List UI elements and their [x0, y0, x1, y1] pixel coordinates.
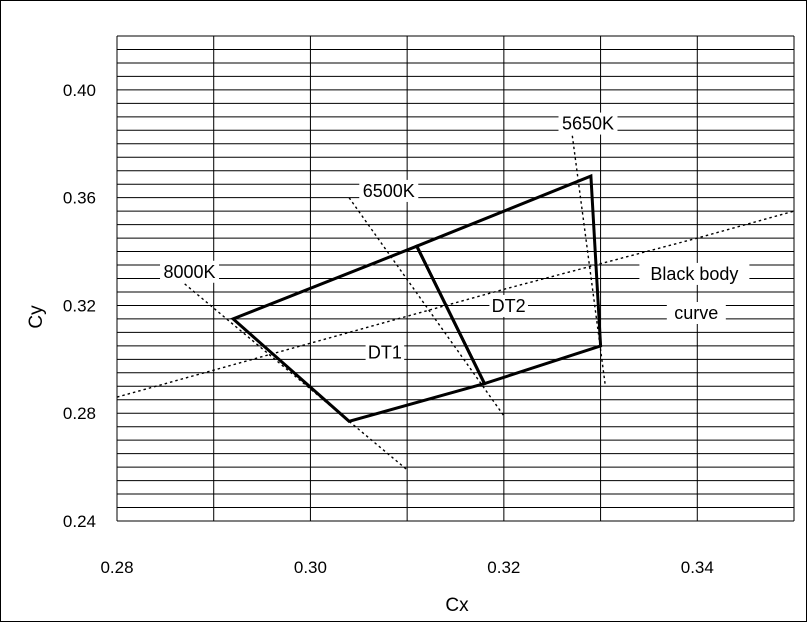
y-tick-label: 0.28 — [63, 404, 96, 423]
annotation-text: DT1 — [368, 343, 402, 363]
annotation-bg — [160, 260, 220, 283]
series-dt1 — [230, 244, 487, 423]
annotation: curve — [666, 301, 726, 324]
annotation: DT2 — [489, 294, 528, 317]
dotted-curves — [116, 130, 795, 471]
annotation: 5650K — [558, 112, 618, 135]
annotation-text: 5650K — [562, 114, 614, 134]
y-tick-label: 0.32 — [63, 296, 96, 315]
series-6500k — [348, 197, 505, 417]
x-tick-label: 0.28 — [100, 558, 133, 577]
x-tick-label: 0.32 — [487, 558, 520, 577]
annotation: DT1 — [365, 341, 405, 364]
annotation-text: curve — [674, 303, 718, 323]
y-tick-label: 0.40 — [63, 81, 96, 100]
tick-labels: 0.28 0.30 0.32 0.34 0.24 0.28 0.32 0.36 0.40 — [63, 81, 714, 577]
series-8000k — [184, 283, 408, 471]
annotation-text: Black body — [650, 264, 738, 284]
y-tick-label: 0.24 — [63, 512, 96, 531]
annotation-text: DT2 — [492, 296, 526, 316]
annotation-bg — [359, 179, 419, 202]
y-axis-label: Cy — [26, 305, 47, 329]
annotations: 8000K 6500K 5650K DT1 DT2 Black body curve — [160, 112, 750, 364]
x-tick-label: 0.30 — [294, 558, 327, 577]
annotation: 8000K — [160, 260, 220, 283]
annotation-bg — [558, 112, 618, 135]
annotation-bg — [365, 341, 405, 364]
y-tick-label: 0.36 — [63, 189, 96, 208]
annotation-bg — [666, 301, 726, 324]
annotation-text: 8000K — [164, 262, 216, 282]
series-black-body-curve — [116, 210, 795, 398]
x-axis-label: Cx — [445, 595, 469, 616]
dt-regions — [230, 173, 603, 423]
grid — [116, 35, 795, 522]
annotation: Black body — [639, 262, 750, 285]
annotation: 6500K — [359, 179, 419, 202]
annotation-text: 6500K — [363, 181, 415, 201]
x-tick-label: 0.34 — [681, 558, 714, 577]
annotation-bg — [639, 262, 750, 285]
annotation-bg — [489, 294, 528, 317]
series-dt2 — [414, 173, 603, 386]
